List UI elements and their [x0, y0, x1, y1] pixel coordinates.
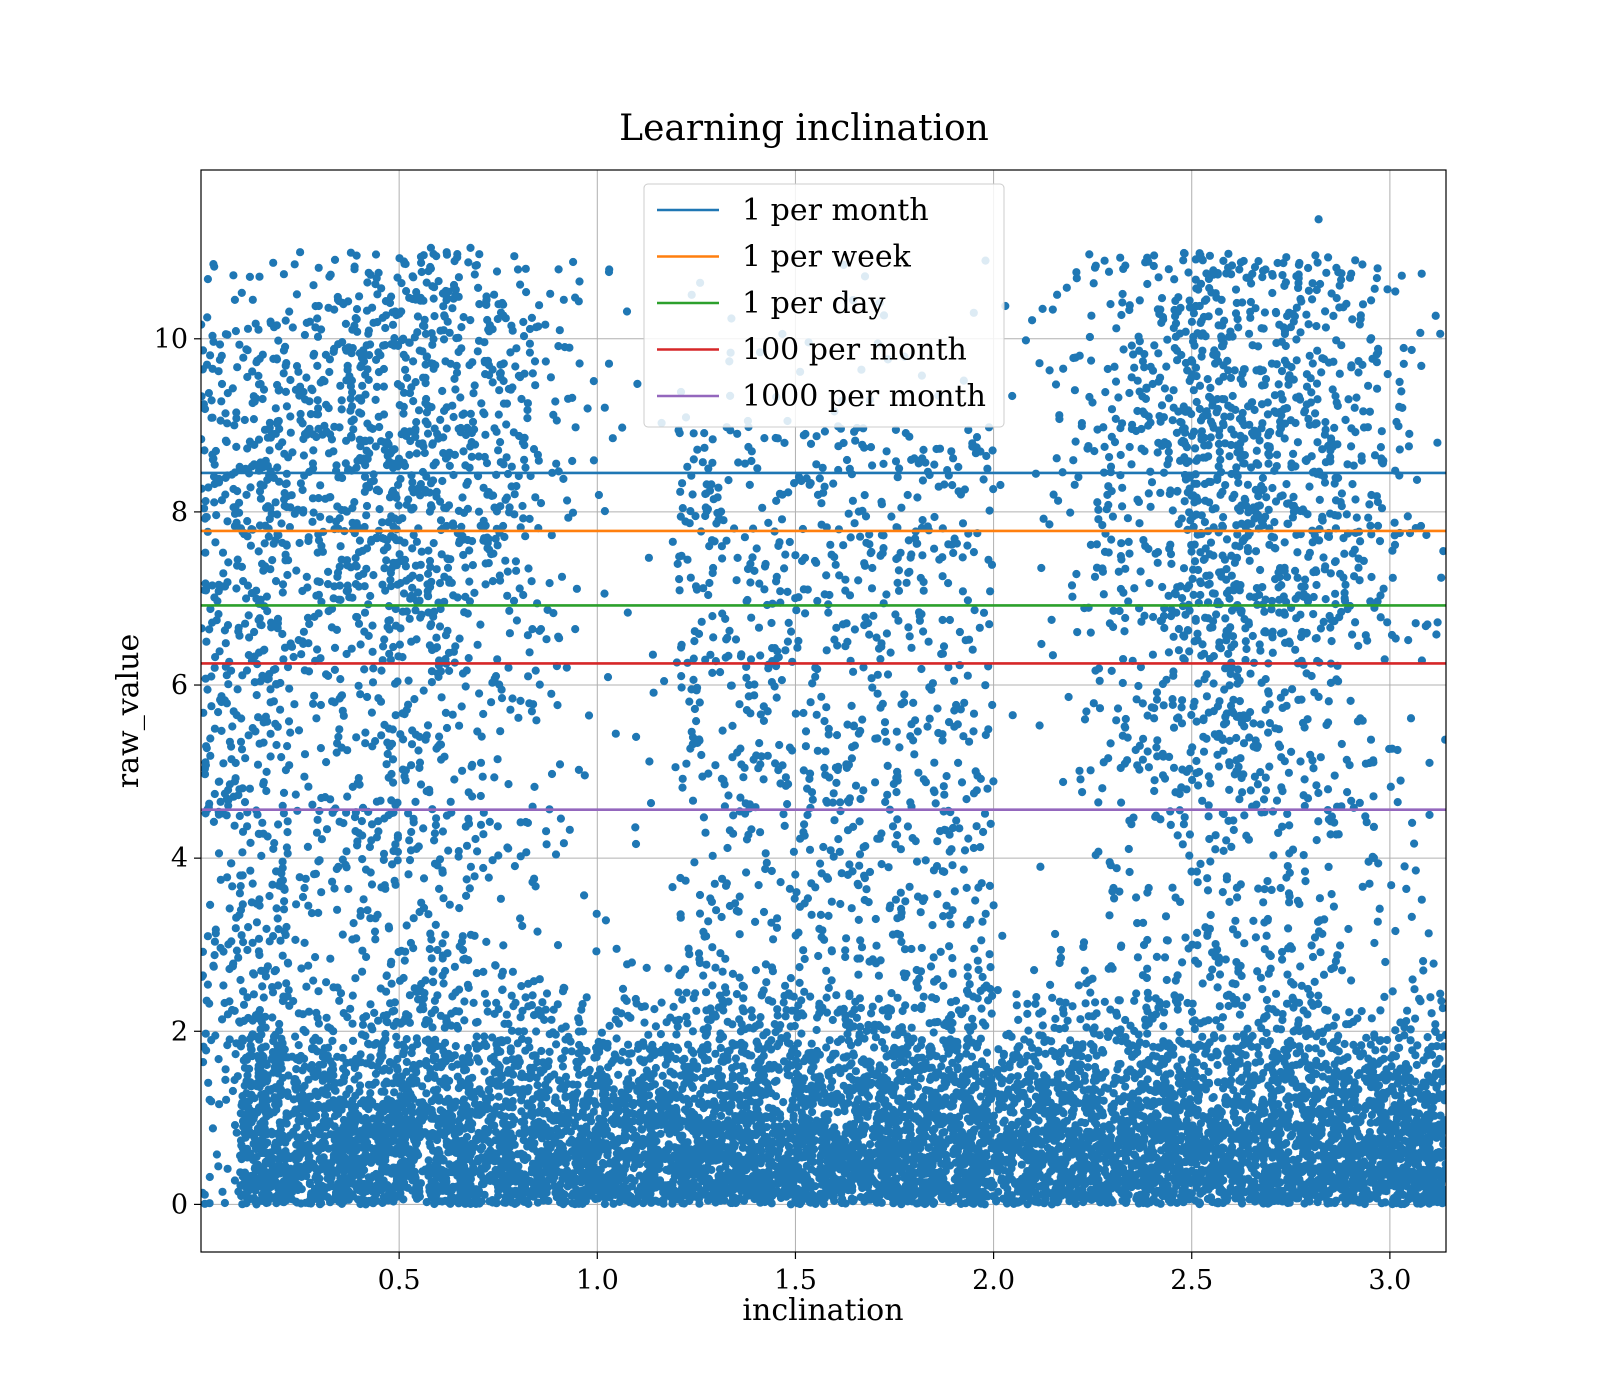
y-tick-label: 6 — [171, 670, 188, 701]
x-axis-label: inclination — [742, 1293, 903, 1328]
legend-label: 1 per day — [742, 286, 886, 321]
legend: 1 per month 1 per week 1 per day 100 per mo… — [644, 184, 1004, 427]
legend-label: 1000 per month — [742, 379, 986, 414]
legend-label: 100 per month — [742, 333, 967, 368]
x-tick-label: 1.0 — [576, 1265, 619, 1296]
chart-title: Learning inclination — [619, 108, 989, 149]
y-tick-label: 2 — [171, 1016, 188, 1047]
legend-label: 1 per week — [742, 240, 912, 275]
x-tick-label: 2.0 — [972, 1265, 1015, 1296]
y-tick-label: 10 — [154, 324, 188, 355]
x-tick-label: 2.5 — [1170, 1265, 1213, 1296]
x-tick-label: 0.5 — [378, 1265, 421, 1296]
y-axis-label: raw_value — [111, 634, 146, 788]
y-tick-label: 4 — [171, 843, 188, 874]
x-tick-label: 1.5 — [774, 1265, 817, 1296]
legend-label: 1 per month — [742, 193, 929, 228]
y-tick-label: 8 — [171, 497, 188, 528]
x-tick-label: 3.0 — [1368, 1265, 1411, 1296]
y-tick-label: 0 — [171, 1189, 188, 1220]
